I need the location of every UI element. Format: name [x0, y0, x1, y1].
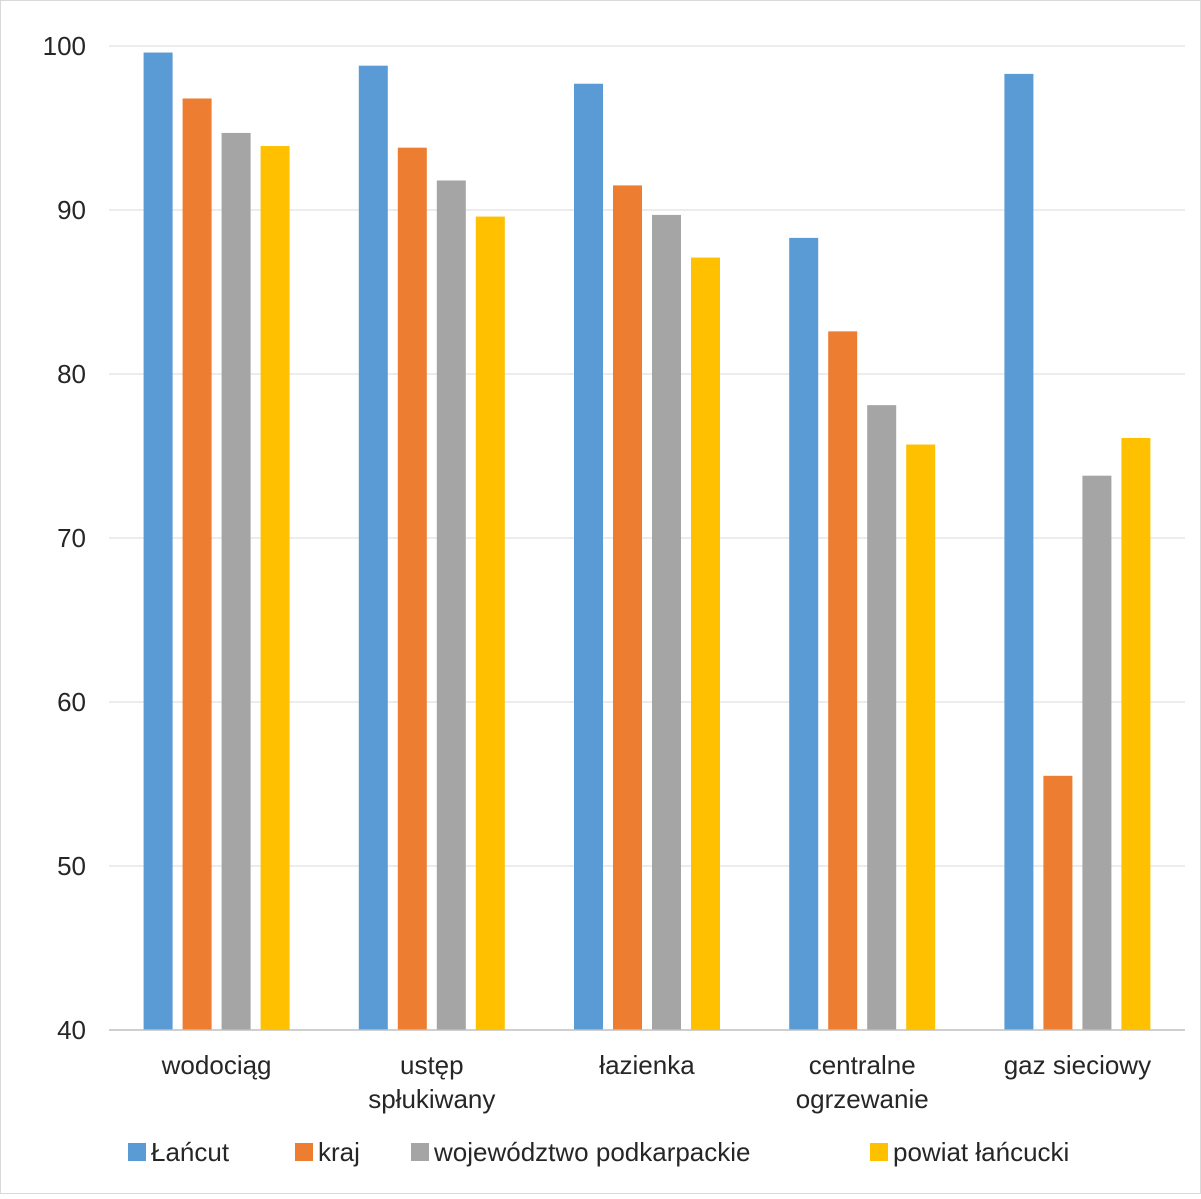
legend-label: powiat łańcucki	[893, 1137, 1069, 1167]
bar	[652, 214, 681, 1031]
bar	[475, 216, 505, 1030]
bar	[828, 331, 858, 1030]
x-category-label: wodociąg	[161, 1050, 272, 1080]
legend-label: województwo podkarpackie	[433, 1137, 751, 1167]
x-category-label: ustęp	[400, 1050, 464, 1080]
y-tick-label: 60	[57, 687, 86, 717]
y-tick-label: 40	[57, 1015, 86, 1045]
legend-swatch	[128, 1143, 146, 1161]
legend-swatch	[870, 1143, 888, 1161]
bars	[143, 52, 1151, 1031]
bar	[613, 185, 642, 1030]
legend-swatch	[411, 1143, 429, 1161]
legend-label: kraj	[318, 1137, 360, 1167]
bar	[358, 65, 388, 1031]
bar	[906, 444, 936, 1030]
x-category-label: centralne	[809, 1050, 916, 1080]
bar	[789, 237, 819, 1030]
bar	[1004, 73, 1034, 1030]
bar	[182, 98, 212, 1031]
x-axis: wodociąg ustęp spłukiwany łazienka centralne…	[109, 1029, 1185, 1114]
bar	[1121, 437, 1151, 1031]
legend-item: kraj	[295, 1137, 360, 1167]
legend: Łańcut kraj województwo podkarpackie powiat…	[128, 1137, 1069, 1167]
x-category-label: spłukiwany	[368, 1084, 495, 1114]
bar	[436, 180, 466, 1031]
bar	[1043, 775, 1073, 1030]
bar	[574, 83, 603, 1031]
legend-swatch	[295, 1143, 313, 1161]
bar	[143, 52, 173, 1031]
x-category-label: ogrzewanie	[796, 1084, 929, 1114]
bar	[397, 147, 427, 1030]
bar	[867, 405, 897, 1030]
legend-item: Łańcut	[128, 1137, 230, 1167]
x-category-label: łazienka	[599, 1050, 695, 1080]
bar	[260, 146, 290, 1031]
y-tick-label: 80	[57, 359, 86, 389]
y-axis: 40 50 60 70 80 90 100	[43, 31, 86, 1045]
y-tick-label: 100	[43, 31, 86, 61]
bar	[691, 257, 720, 1030]
y-tick-label: 50	[57, 851, 86, 881]
bar	[1082, 475, 1112, 1030]
bar	[221, 132, 251, 1031]
y-tick-label: 90	[57, 195, 86, 225]
legend-item: województwo podkarpackie	[411, 1137, 751, 1167]
x-category-label: gaz sieciowy	[1004, 1050, 1151, 1080]
legend-label: Łańcut	[151, 1137, 230, 1167]
legend-item: powiat łańcucki	[870, 1137, 1069, 1167]
y-tick-label: 70	[57, 523, 86, 553]
